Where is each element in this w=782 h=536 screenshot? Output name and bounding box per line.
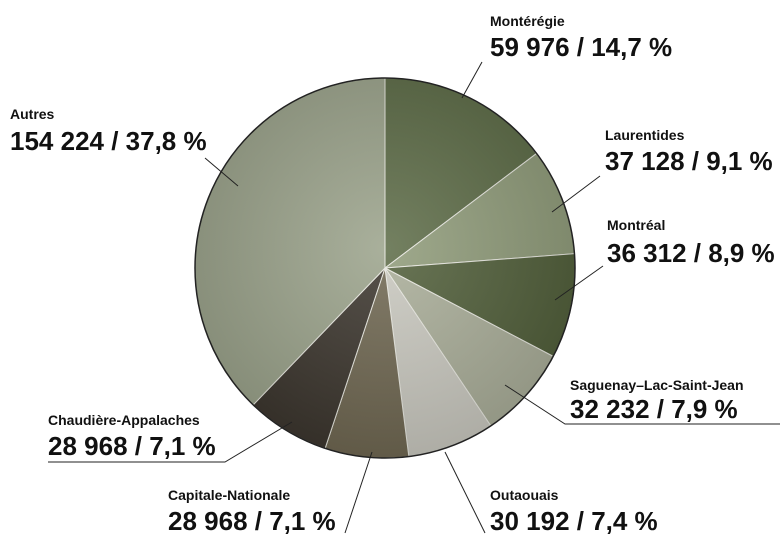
leader-line [344,451,373,534]
leader-line [461,61,483,99]
slice-value-label: 37 128 / 9,1 % [605,146,773,176]
slice-name: Autres [10,106,55,122]
slice-value-label: 28 968 / 7,1 % [168,506,336,536]
slice-name: Chaudière-Appalaches [48,412,200,428]
pie-outline [194,77,576,459]
pie-shade [195,78,575,458]
leader-line [444,451,486,534]
leader-line [551,175,601,213]
slice-value-label: 30 192 / 7,4 % [490,506,658,536]
slice-value-label: 59 976 / 14,7 % [490,32,672,62]
pie [194,77,576,459]
slice-name: Outaouais [490,487,559,503]
slice-value-label: 154 224 / 37,8 % [10,126,207,156]
slice-name: Montréal [607,217,665,233]
slice-value-label: 36 312 / 8,9 % [607,238,775,268]
slice-value-label: 28 968 / 7,1 % [48,431,216,461]
slice-name: Saguenay–Lac-Saint-Jean [570,377,744,393]
leader-line [204,157,239,187]
slice-value-label: 32 232 / 7,9 % [570,394,738,424]
leader-line [554,265,604,301]
slice-name: Montérégie [490,13,565,29]
leader-line [48,421,293,463]
leader-line [504,384,780,425]
slice-name: Capitale-Nationale [168,487,290,503]
slice-name: Laurentides [605,127,685,143]
